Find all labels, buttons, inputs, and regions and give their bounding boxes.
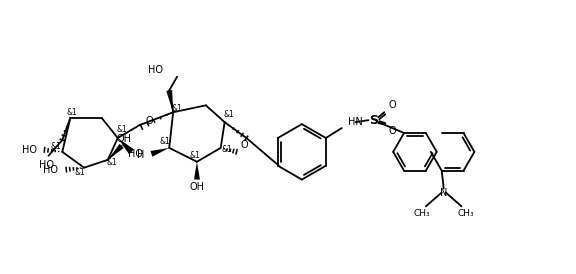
Text: OH: OH — [116, 134, 131, 144]
Polygon shape — [118, 138, 134, 154]
Text: O: O — [241, 140, 248, 150]
Text: CH₃: CH₃ — [414, 209, 430, 218]
Polygon shape — [150, 148, 169, 157]
Text: H: H — [137, 150, 144, 160]
Text: &1: &1 — [221, 145, 232, 154]
Text: N: N — [440, 189, 448, 198]
Text: HO: HO — [128, 149, 143, 159]
Text: &1: &1 — [67, 108, 78, 117]
Text: &1: &1 — [223, 110, 234, 119]
Text: &1: &1 — [160, 138, 170, 146]
Text: S: S — [369, 114, 378, 127]
Text: &1: &1 — [107, 158, 117, 167]
Text: HN: HN — [348, 117, 362, 127]
Text: &1: &1 — [190, 151, 200, 160]
Text: HO: HO — [39, 160, 54, 170]
Text: &1: &1 — [172, 104, 183, 113]
Polygon shape — [166, 90, 173, 112]
Text: O: O — [388, 126, 396, 136]
Polygon shape — [194, 162, 200, 179]
Text: HO: HO — [148, 65, 163, 75]
Text: O: O — [388, 100, 396, 110]
Polygon shape — [108, 144, 124, 160]
Text: &1: &1 — [75, 168, 85, 177]
Text: &1: &1 — [116, 125, 127, 134]
Text: CH₃: CH₃ — [457, 209, 474, 218]
Text: &1: &1 — [51, 142, 62, 152]
Text: OH: OH — [190, 182, 204, 192]
Text: HO: HO — [21, 145, 36, 155]
Text: HO: HO — [43, 165, 58, 175]
Text: O: O — [146, 116, 153, 126]
